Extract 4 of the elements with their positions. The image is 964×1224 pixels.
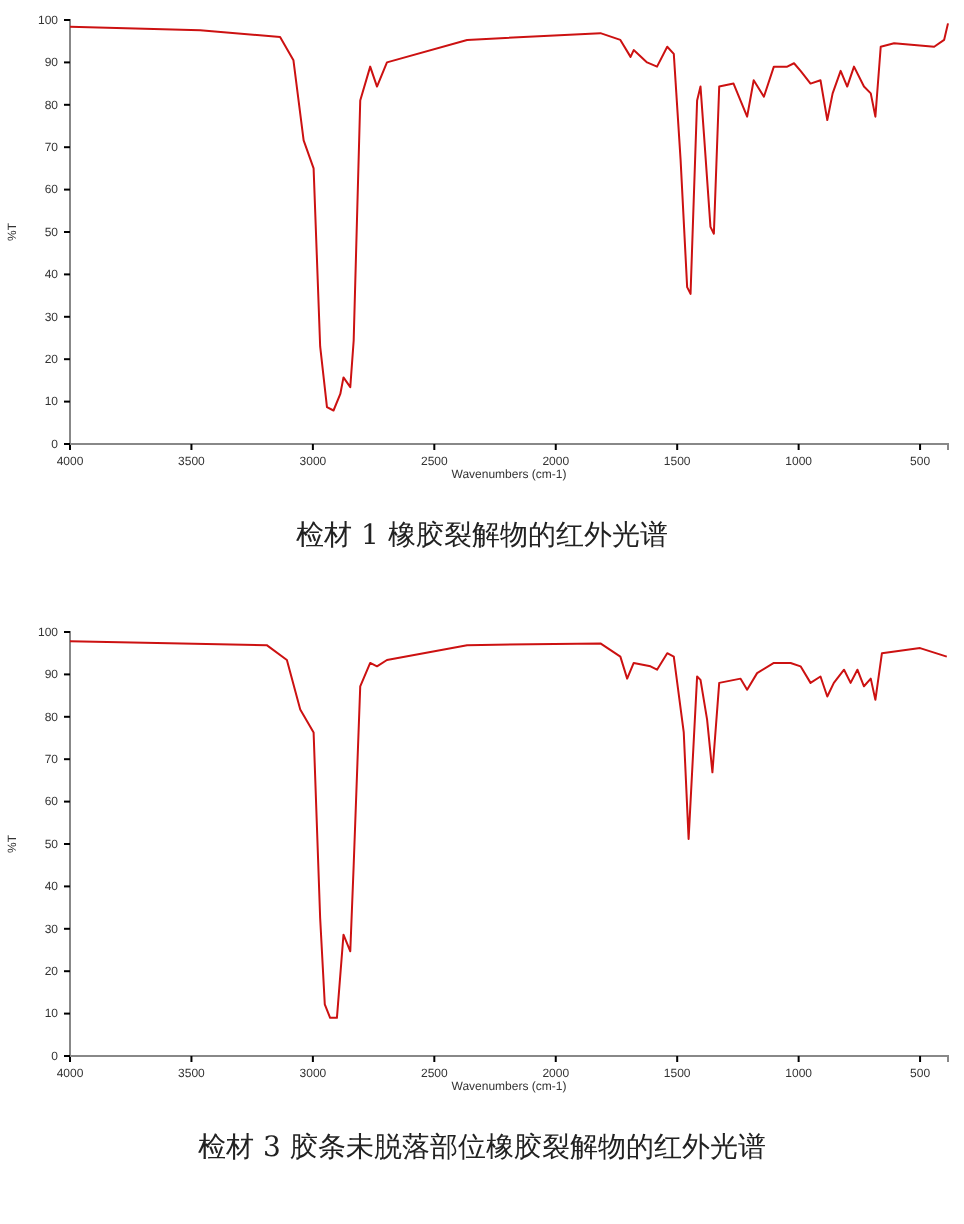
text: 检材 3 胶条未脱落部位橡胶裂解物的红外光谱 [198,1132,766,1164]
line-series [69,22,949,412]
text: 检材 1 橡胶裂解物的红外光谱 [296,520,668,552]
line-series [69,640,948,1019]
